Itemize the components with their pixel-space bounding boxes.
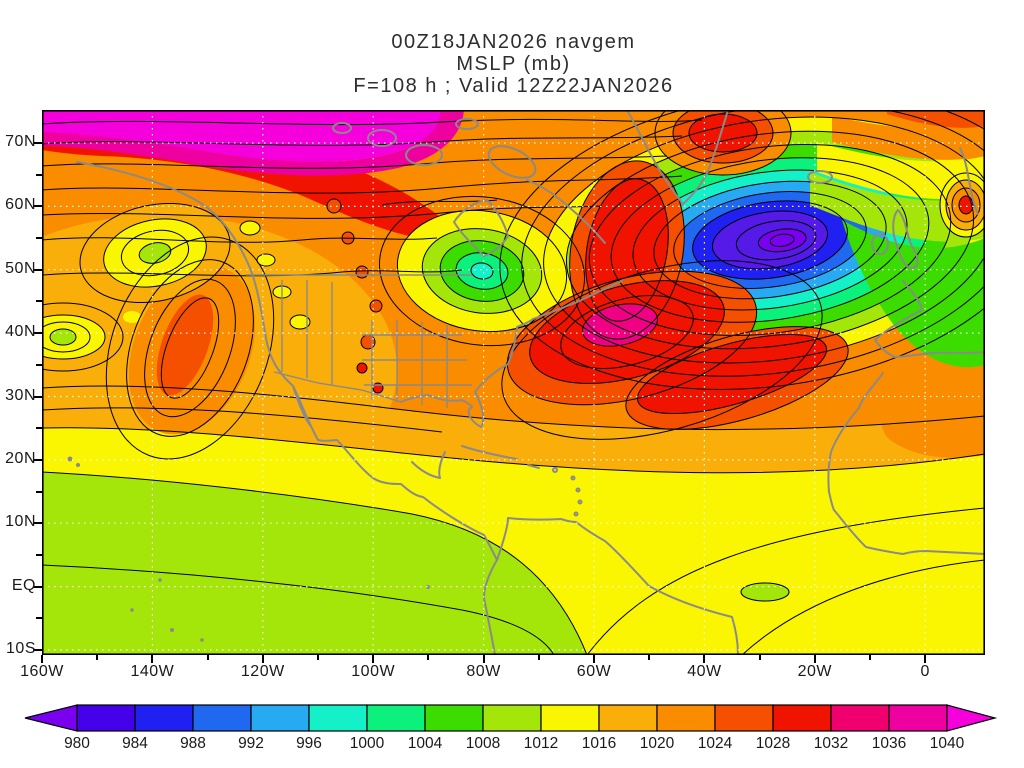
colorbar-tick-label: 1040: [929, 735, 965, 752]
graticule-grid: [42, 110, 985, 655]
x-tick-mark: [151, 655, 154, 663]
y-tick-label: 20N: [5, 449, 36, 467]
x-minor-tick-mark: [317, 655, 319, 660]
x-tick-mark: [482, 655, 485, 663]
colorbar-tick-label: 1004: [407, 735, 443, 752]
x-minor-tick-mark: [206, 655, 209, 660]
colorbar-tick-label: 988: [180, 735, 206, 752]
x-tick-mark: [703, 655, 706, 663]
colorbar: 980 984 988 992 996 1000 1004 1008 1012 1016 1020 1…: [23, 704, 1001, 760]
chart-subtitle: MSLP (mb): [456, 53, 571, 75]
y-tick-mark: [33, 395, 42, 398]
colorbar-tick-label: 992: [238, 735, 264, 752]
y-tick-mark: [33, 458, 42, 461]
x-tick-mark: [813, 655, 816, 663]
colorbar-tick-label: 1012: [523, 735, 559, 752]
colorbar-tick-label: 984: [122, 735, 148, 752]
colorbar-tick-label: 1036: [871, 735, 907, 752]
y-tick-label: 60N: [5, 196, 36, 214]
y-tick-mark: [33, 142, 42, 144]
x-tick-mark: [41, 655, 43, 663]
y-tick-label: 10S: [6, 640, 36, 657]
x-tick-mark: [372, 655, 375, 663]
y-tick-mark: [33, 649, 42, 651]
chart-title-block: 00Z18JAN2026 navgem MSLP (mb) F=108 h ; …: [42, 31, 985, 97]
x-minor-tick-mark: [869, 655, 871, 660]
y-tick-mark: [33, 332, 42, 335]
y-tick-label: 40N: [5, 323, 36, 341]
colorbar-tick-label: 1008: [465, 735, 501, 752]
x-tick-label: 20W: [797, 663, 832, 680]
chart-valid-line: F=108 h ; Valid 12Z22JAN2026: [353, 75, 674, 97]
x-tick-label: 120W: [240, 663, 285, 680]
y-tick-label: EQ: [11, 576, 36, 594]
x-tick-label: 0: [920, 663, 930, 680]
colorbar-tick-label: 1032: [813, 735, 849, 752]
y-tick-mark: [33, 522, 42, 525]
political-borders: [246, 274, 472, 408]
y-tick-label: 10N: [5, 513, 36, 531]
colorbar-tick-label: 1024: [697, 735, 733, 752]
y-tick-label: 50N: [5, 259, 36, 277]
x-tick-label: 60W: [576, 663, 612, 680]
mslp-contour-map: [42, 110, 985, 655]
colorbar-tick-label: 996: [296, 735, 322, 752]
y-tick-mark: [33, 268, 42, 271]
y-tick-label: 70N: [5, 133, 36, 150]
x-minor-tick-mark: [427, 655, 430, 660]
x-tick-label: 100W: [351, 663, 396, 680]
map-border: [42, 110, 985, 655]
small-islands: [67, 456, 430, 642]
x-tick-mark: [261, 655, 264, 663]
x-tick-label: 40W: [687, 663, 722, 680]
colorbar-tick-label: 1000: [349, 735, 385, 752]
contour-lines: [42, 110, 985, 655]
chart-title: 00Z18JAN2026 navgem: [391, 31, 636, 53]
x-minor-tick-mark: [96, 655, 99, 660]
y-tick-label: 30N: [5, 386, 36, 404]
x-tick-mark: [924, 655, 927, 663]
y-tick-mark: [33, 585, 42, 588]
x-tick-label: 140W: [130, 663, 175, 680]
colorbar-tick-label: 1028: [755, 735, 791, 752]
contour-fills: [42, 110, 985, 655]
colorbar-tick-label: 1020: [639, 735, 675, 752]
colorbar-tick-label: 980: [64, 735, 90, 752]
y-tick-mark: [33, 205, 42, 208]
coastlines: [76, 110, 985, 655]
x-tick-label: 80W: [466, 663, 501, 680]
x-minor-tick-mark: [648, 655, 651, 660]
colorbar-tick-label: 1016: [581, 735, 617, 752]
x-minor-tick-mark: [537, 655, 540, 660]
x-tick-label: 160W: [20, 663, 64, 680]
x-minor-tick-mark: [758, 655, 761, 660]
colorbar-scale: [24, 704, 998, 732]
x-tick-mark: [593, 655, 595, 663]
